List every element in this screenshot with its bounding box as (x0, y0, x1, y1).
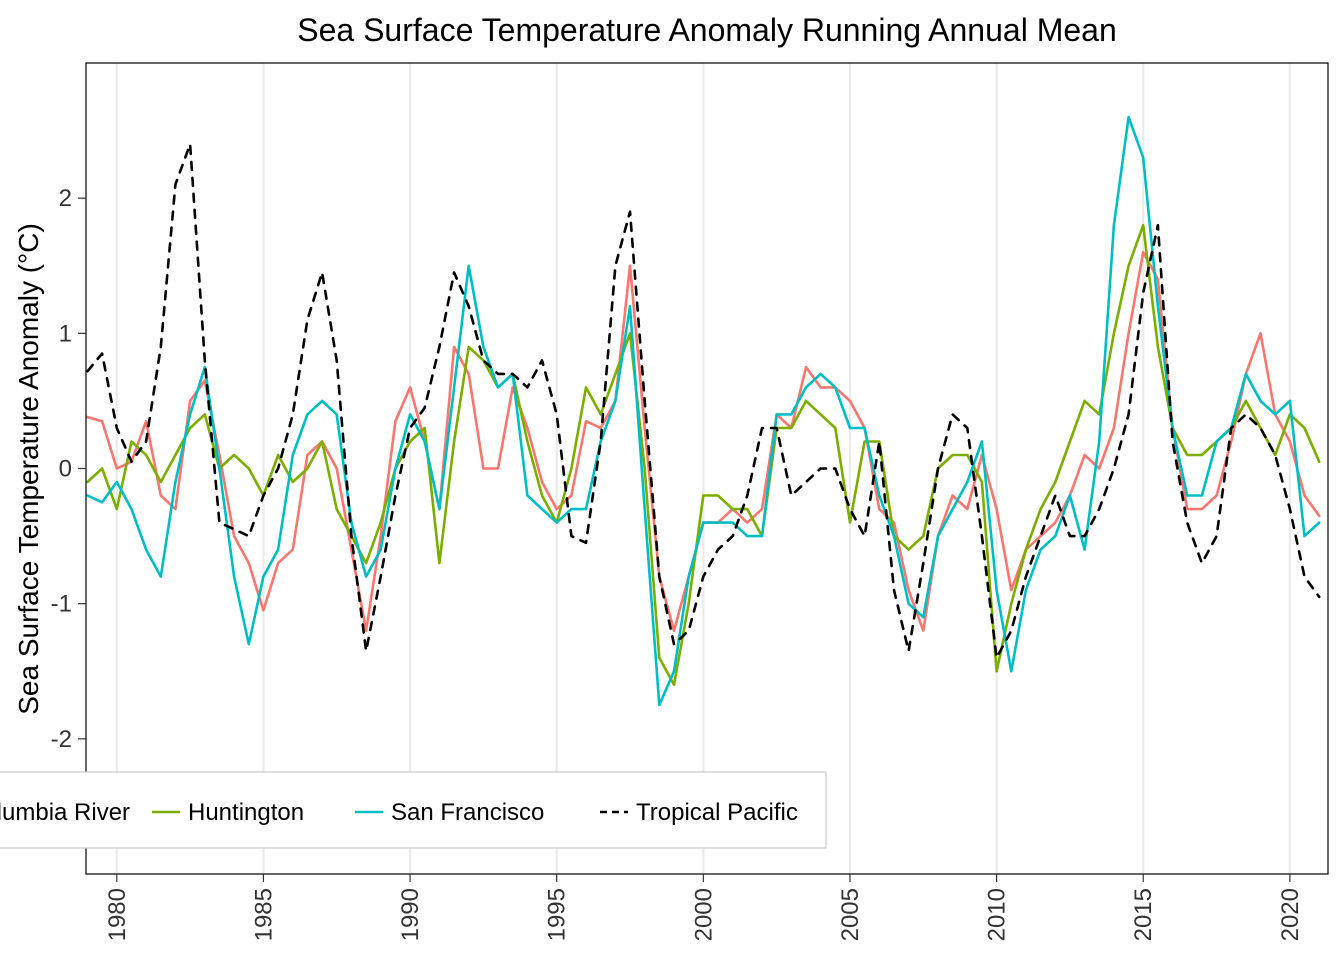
legend-label-huntington: Huntington (188, 799, 304, 826)
x-axis: 1980 1985 1990 1995 2000 2005 2010 2015 2020 (104, 874, 1304, 941)
y-axis: -2 -1 0 1 2 (51, 185, 86, 753)
y-axis-label: Sea Surface Temperature Anomaly (°C) (13, 223, 44, 715)
y-tick-label: 2 (59, 185, 72, 212)
y-tick-label: -2 (51, 726, 72, 753)
x-tick-label: 1990 (397, 888, 424, 941)
legend-label-columbia-river: Columbia River (0, 799, 130, 826)
y-tick-label: 1 (59, 320, 72, 347)
series-line-tropical-pacific (86, 142, 1321, 660)
x-tick-label: 2020 (1277, 888, 1304, 941)
series-line-huntington (86, 223, 1321, 687)
legend: Columbia River Huntington San Francisco Tro… (0, 771, 827, 849)
y-tick-label: -1 (51, 591, 72, 618)
x-tick-label: 2000 (690, 888, 717, 941)
x-tick-label: 2005 (837, 888, 864, 941)
x-tick-label: 1985 (250, 888, 277, 941)
x-tick-label: 1995 (544, 888, 571, 941)
legend-label-san-francisco: San Francisco (391, 799, 544, 826)
grid-layer (115, 63, 1291, 874)
x-tick-label: 2010 (984, 888, 1011, 941)
legend-label-tropical-pacific: Tropical Pacific (636, 799, 798, 826)
series-line-san-francisco (86, 115, 1321, 707)
x-tick-label: 2015 (1130, 888, 1157, 941)
x-tick-label: 1980 (104, 888, 131, 941)
chart-title: Sea Surface Temperature Anomaly Running … (297, 12, 1116, 48)
series-layer (86, 115, 1321, 707)
legend-box (0, 771, 827, 849)
y-tick-label: 0 (59, 456, 72, 483)
